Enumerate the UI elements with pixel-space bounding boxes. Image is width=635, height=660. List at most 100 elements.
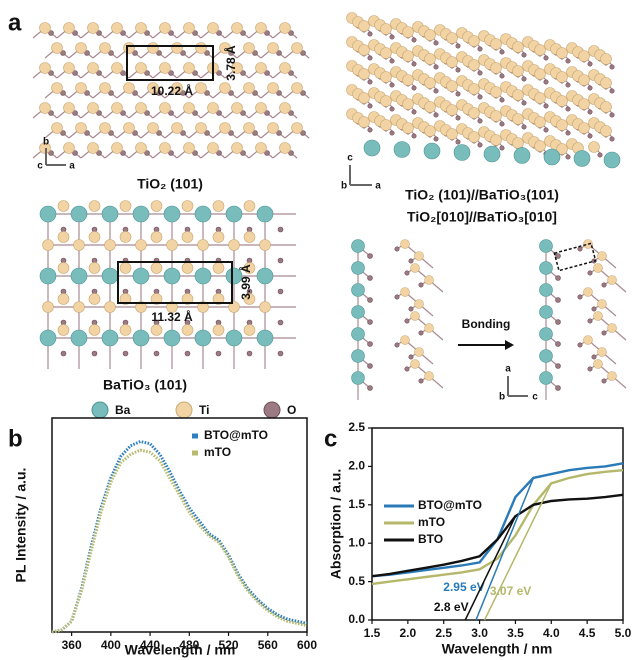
atom xyxy=(120,263,131,274)
atom xyxy=(226,330,242,346)
atom xyxy=(136,63,147,74)
atom xyxy=(478,143,482,147)
atom xyxy=(195,206,211,222)
atom xyxy=(74,302,85,313)
atom xyxy=(491,39,502,50)
atom xyxy=(390,107,394,111)
atom xyxy=(52,83,63,94)
atom xyxy=(244,232,255,243)
atom xyxy=(456,116,460,120)
atom xyxy=(594,360,603,369)
atom xyxy=(292,123,303,134)
atom xyxy=(456,140,460,144)
atom xyxy=(208,143,219,154)
atom xyxy=(535,69,546,80)
figure: a 10.22 Å 3.78 Å b c a TiO₂ (101) 11.32 … xyxy=(0,0,635,660)
atom xyxy=(381,96,392,107)
atom xyxy=(540,240,553,253)
atom xyxy=(352,240,365,253)
atom xyxy=(182,201,193,212)
atom xyxy=(403,51,414,62)
atom xyxy=(540,372,553,385)
atom xyxy=(278,351,283,356)
atom xyxy=(58,294,69,305)
atom xyxy=(133,268,149,284)
atom xyxy=(556,364,561,369)
atom xyxy=(71,206,87,222)
x-tick-label: 4.0 xyxy=(543,626,560,640)
atom xyxy=(535,45,546,56)
atom xyxy=(89,263,100,274)
atom xyxy=(491,135,502,146)
atom xyxy=(100,83,111,94)
atom xyxy=(247,351,252,356)
tangent-line xyxy=(465,516,515,620)
atom xyxy=(133,206,149,222)
atom xyxy=(500,98,504,102)
atom xyxy=(601,78,612,89)
axis-name: b xyxy=(43,137,49,148)
atom xyxy=(381,120,392,131)
axis-name: c xyxy=(347,153,353,164)
atom xyxy=(256,63,267,74)
atom xyxy=(434,89,438,93)
atom xyxy=(71,268,87,284)
atom xyxy=(601,126,612,137)
x-tick-label: 3.5 xyxy=(507,626,524,640)
atom xyxy=(76,43,87,54)
atom xyxy=(500,146,504,150)
atom xyxy=(395,247,399,251)
atom xyxy=(368,128,372,132)
atom xyxy=(456,92,460,96)
atom xyxy=(172,43,183,54)
legend-label: O xyxy=(287,403,296,417)
atom xyxy=(557,96,568,107)
atom xyxy=(280,143,291,154)
atom xyxy=(216,351,221,356)
atom xyxy=(598,153,602,157)
atom xyxy=(401,336,410,345)
atom xyxy=(540,350,553,363)
atom xyxy=(425,78,436,89)
atom xyxy=(403,99,414,110)
atom xyxy=(556,298,561,303)
atom xyxy=(588,62,592,66)
atom xyxy=(368,104,372,108)
atom xyxy=(89,325,100,336)
atom xyxy=(43,240,54,251)
atom xyxy=(198,240,209,251)
atom xyxy=(584,336,593,345)
x-tick-label: 2.0 xyxy=(400,626,417,640)
atom xyxy=(447,129,458,140)
atom xyxy=(64,23,75,34)
atom xyxy=(164,268,180,284)
axis-name: a xyxy=(505,364,511,375)
atom xyxy=(500,74,504,78)
annotation: 2.8 eV xyxy=(434,600,469,614)
atom xyxy=(120,325,131,336)
atom xyxy=(579,123,590,134)
atom xyxy=(608,276,617,285)
atom xyxy=(195,330,211,346)
atom xyxy=(195,268,211,284)
atom xyxy=(40,63,51,74)
atom xyxy=(136,23,147,34)
atom xyxy=(469,108,480,119)
atom xyxy=(268,123,279,134)
atom xyxy=(522,77,526,81)
atom xyxy=(58,325,69,336)
atom xyxy=(425,324,434,333)
atom xyxy=(412,62,416,66)
crystal-structures xyxy=(33,13,626,401)
atom xyxy=(244,325,255,336)
caption: TiO₂ (101) xyxy=(137,176,203,192)
atom xyxy=(390,35,394,39)
atom xyxy=(208,23,219,34)
y-tick-label: 0.0 xyxy=(348,612,365,626)
atom xyxy=(359,21,370,32)
atom xyxy=(540,328,553,341)
atom xyxy=(544,56,548,60)
axis-name: c xyxy=(532,392,538,403)
atom xyxy=(610,65,614,69)
atom xyxy=(425,126,436,137)
